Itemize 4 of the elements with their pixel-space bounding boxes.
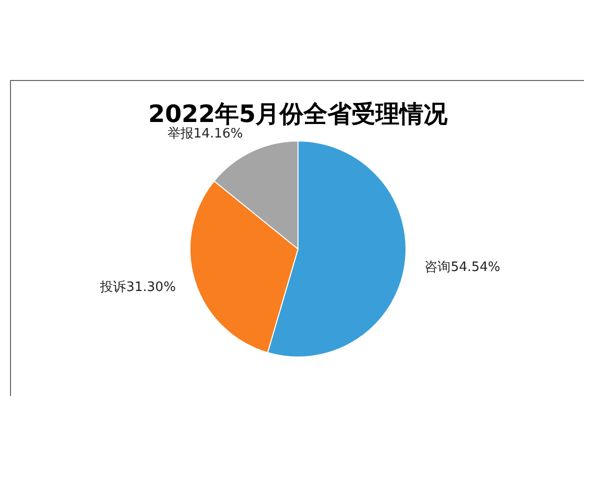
chart-title: 2022年5月份全省受理情况 [148,100,449,128]
slice-label: 咨询54.54% [424,260,500,276]
slice-label: 举报14.16% [167,126,243,142]
slice-label: 投诉31.30% [99,280,176,296]
